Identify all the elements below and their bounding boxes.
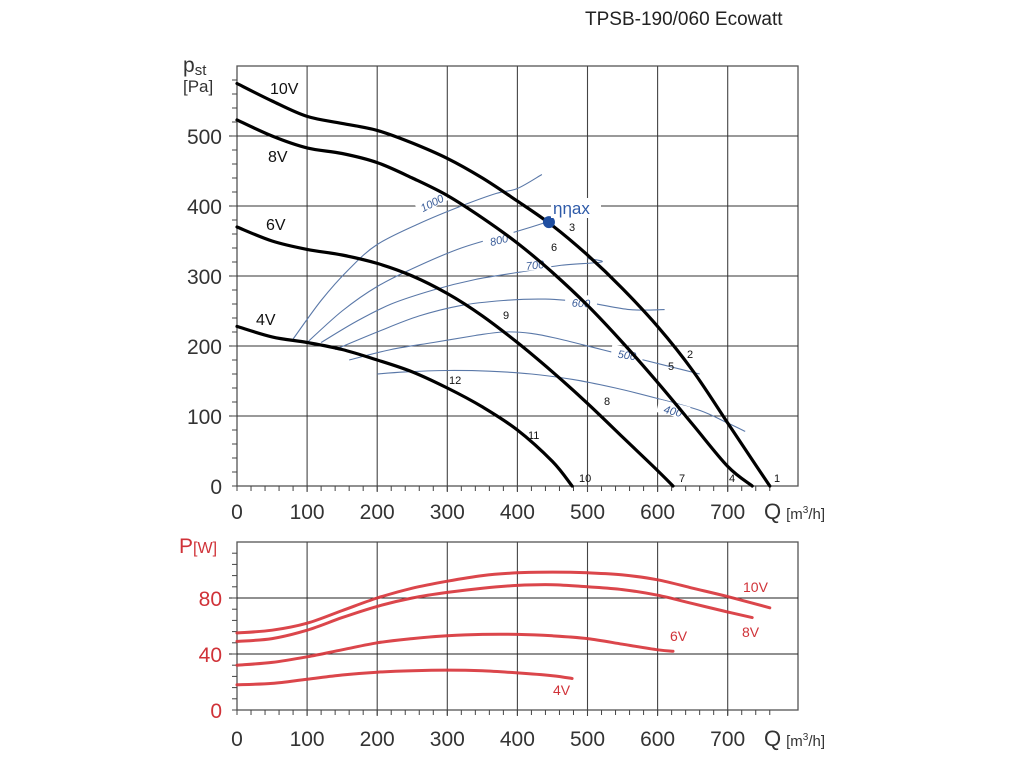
pressure-curve-label-6V: 6V xyxy=(266,217,286,234)
pressure-x-tick-label: 100 xyxy=(290,501,325,524)
pressure-chart: 0 100 200 300 400 500 600 700 0 100 200 300 400 500 1… xyxy=(183,54,825,524)
eta-max-label-bg xyxy=(551,198,601,218)
pressure-x-tick-label: 500 xyxy=(570,501,605,524)
pressure-curve-label-4V: 4V xyxy=(256,312,276,329)
pressure-x-tick-label: 400 xyxy=(500,501,535,524)
power-x-tick-label: 600 xyxy=(640,728,675,751)
power-curve-label-6V: 6V xyxy=(670,628,688,644)
power-y-axis-title: P[W] xyxy=(179,535,217,558)
pressure-y-tick-label: 100 xyxy=(187,406,222,429)
power-chart: 0 100 200 300 400 500 600 700 0 40 80 10V 8V 6V 4V P[… xyxy=(179,535,825,751)
isoline-1000 xyxy=(292,174,543,340)
pressure-curve-label-10V: 10V xyxy=(270,81,299,98)
operating-point-label: 7 xyxy=(679,473,685,485)
isoline-label-bg xyxy=(518,255,552,272)
operating-point-label: 4 xyxy=(729,473,735,485)
pressure-x-axis-title: Q [m3/h] xyxy=(764,499,825,524)
operating-point-label: 2 xyxy=(687,349,693,361)
power-x-tick-label: 0 xyxy=(231,728,243,751)
isoline-600 xyxy=(334,298,665,351)
power-labels: 10V 8V 6V 4V xyxy=(553,579,769,698)
isoline-400 xyxy=(377,369,746,432)
pressure-x-tick-label: 200 xyxy=(360,501,395,524)
operating-point-label: 12 xyxy=(449,375,461,387)
power-curve-8V xyxy=(235,583,754,643)
operating-point-label: 3 xyxy=(569,222,575,234)
isoline-label: 800 xyxy=(489,233,511,249)
pressure-curve-label-8V: 8V xyxy=(268,149,288,166)
pressure-grid: 0 100 200 300 400 500 600 700 0 100 200 300 400 500 xyxy=(187,65,799,524)
isoline-500 xyxy=(349,331,700,375)
pressure-y-axis-title: pst xyxy=(183,54,207,79)
isoline-800 xyxy=(306,220,550,343)
pressure-x-tick-label: 600 xyxy=(640,501,675,524)
operating-point-label: 9 xyxy=(503,310,509,322)
operating-point-label: 5 xyxy=(668,361,674,373)
operating-point-label: 11 xyxy=(528,430,539,442)
operating-point-label: 6 xyxy=(551,242,557,254)
pressure-curve-6V xyxy=(235,225,675,488)
pressure-y-tick-label: 400 xyxy=(187,196,222,219)
operating-point-label: 10 xyxy=(579,473,591,485)
isoline-label-bg xyxy=(414,188,449,215)
isoline-label: 600 xyxy=(571,298,591,311)
pressure-y-axis-unit: [Pa] xyxy=(183,77,213,96)
pressure-curve-8V xyxy=(235,118,754,488)
operating-point-label: 1 xyxy=(774,473,780,485)
power-x-axis-title: Q [m3/h] xyxy=(764,726,825,751)
isoline-700 xyxy=(320,257,603,343)
power-curve-label-10V: 10V xyxy=(743,579,769,595)
eta-max-label: ηηax xyxy=(553,199,590,218)
pressure-curve-4V xyxy=(235,324,574,488)
power-x-tick-label: 700 xyxy=(710,728,745,751)
power-curve-label-4V: 4V xyxy=(553,682,571,698)
pressure-y-tick-label: 200 xyxy=(187,336,222,359)
power-y-tick-label: 80 xyxy=(199,588,222,611)
power-x-tick-label: 500 xyxy=(570,728,605,751)
power-x-tick-label: 400 xyxy=(500,728,535,751)
pressure-y-tick-label: 300 xyxy=(187,266,222,289)
eta-max-marker xyxy=(542,216,555,229)
pressure-x-tick-label: 700 xyxy=(710,501,745,524)
power-curve-6V xyxy=(235,632,675,667)
power-curve-label-8V: 8V xyxy=(742,624,760,640)
pressure-curves xyxy=(235,81,772,488)
power-x-tick-label: 200 xyxy=(360,728,395,751)
power-curve-4V xyxy=(235,668,574,687)
power-x-tick-label: 300 xyxy=(430,728,465,751)
power-y-tick-label: 40 xyxy=(199,644,222,667)
power-x-tick-label: 100 xyxy=(290,728,325,751)
power-curve-10V xyxy=(235,570,772,635)
pressure-curve-10V xyxy=(235,81,772,488)
power-curves xyxy=(235,570,772,687)
pressure-x-tick-label: 300 xyxy=(430,501,465,524)
power-grid: 0 100 200 300 400 500 600 700 0 40 80 xyxy=(199,541,799,751)
operating-point-label: 8 xyxy=(604,396,610,408)
pressure-y-tick-label: 0 xyxy=(210,476,222,499)
isoline-label-bg xyxy=(656,399,691,420)
pressure-x-tick-label: 0 xyxy=(231,501,243,524)
pressure-y-tick-label: 500 xyxy=(187,126,222,149)
chart-title: TPSB-190/060 Ecowatt xyxy=(585,9,783,30)
power-y-tick-label: 0 xyxy=(210,700,222,723)
